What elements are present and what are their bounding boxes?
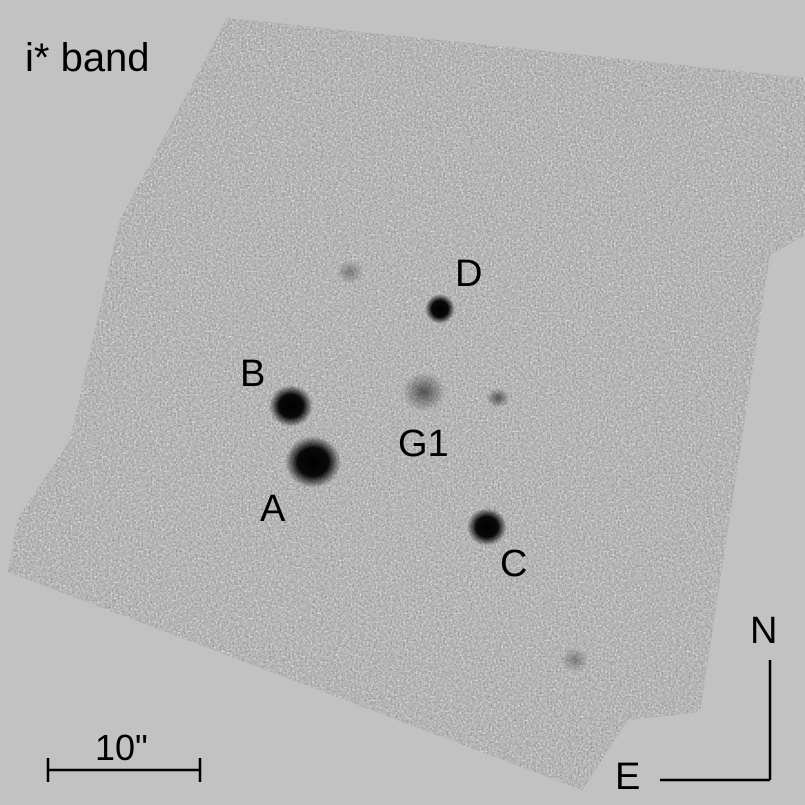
source-c: [467, 508, 507, 546]
compass: [660, 660, 772, 782]
label-source-b: B: [240, 353, 266, 395]
faint-source: [336, 260, 364, 284]
scale-bar: [46, 758, 202, 782]
source-g1: [402, 372, 446, 412]
compass-north-label: N: [750, 610, 778, 652]
label-source-g1: G1: [398, 423, 449, 465]
band-label: i* band: [25, 36, 150, 80]
faint-source: [561, 648, 589, 672]
scale-bar-label: 10": [95, 727, 148, 768]
source-b: [269, 385, 313, 427]
compass-east-label: E: [615, 756, 641, 798]
label-source-d: D: [455, 253, 483, 295]
sources: [269, 260, 589, 672]
source-d: [425, 294, 455, 324]
label-source-c: C: [500, 543, 528, 585]
faint-source: [486, 388, 510, 408]
label-source-a: A: [260, 488, 286, 530]
source-a: [285, 436, 341, 488]
